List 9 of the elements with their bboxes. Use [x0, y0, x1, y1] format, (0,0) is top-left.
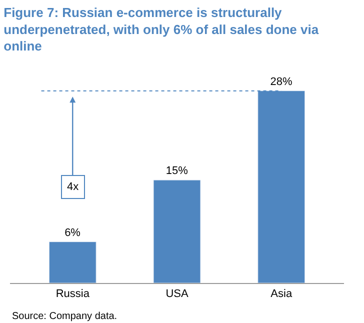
source-note: Source: Company data. [12, 311, 118, 322]
data-label: 6% [64, 226, 81, 239]
annotation: 4x [67, 181, 80, 193]
x-tick-label: Asia [270, 288, 293, 300]
data-label: 28% [270, 76, 292, 88]
chart-title: Figure 7: Russian e-commerce is structurally underpenetrated, with only 6% of all sales done via online [4, 4, 320, 54]
x-tick-label: Russia [56, 288, 90, 300]
x-tick-label: USA [166, 288, 189, 300]
data-label: 15% [166, 165, 188, 178]
